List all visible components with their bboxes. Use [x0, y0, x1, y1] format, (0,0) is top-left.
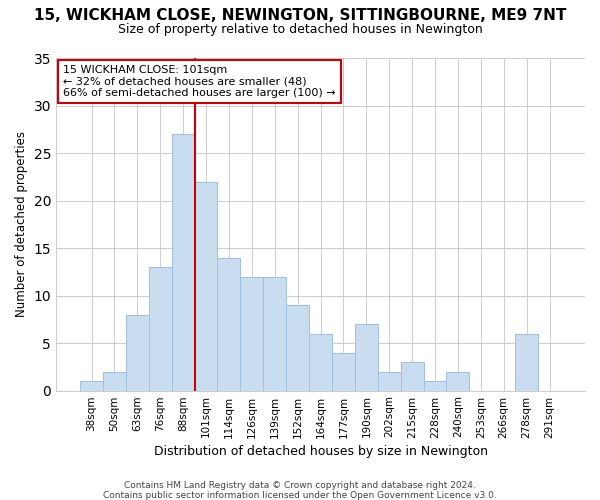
X-axis label: Distribution of detached houses by size in Newington: Distribution of detached houses by size … [154, 444, 488, 458]
Y-axis label: Number of detached properties: Number of detached properties [15, 132, 28, 318]
Bar [149, 267, 172, 390]
Bar [446, 372, 469, 390]
Bar [424, 381, 446, 390]
Bar [263, 276, 286, 390]
Text: 15, WICKHAM CLOSE, NEWINGTON, SITTINGBOURNE, ME9 7NT: 15, WICKHAM CLOSE, NEWINGTON, SITTINGBOU… [34, 8, 566, 22]
Text: Size of property relative to detached houses in Newington: Size of property relative to detached ho… [118, 22, 482, 36]
Bar [332, 352, 355, 391]
Bar [401, 362, 424, 390]
Text: Contains HM Land Registry data © Crown copyright and database right 2024.: Contains HM Land Registry data © Crown c… [124, 481, 476, 490]
Bar [241, 276, 263, 390]
Bar [80, 381, 103, 390]
Bar [309, 334, 332, 390]
Text: 15 WICKHAM CLOSE: 101sqm
← 32% of detached houses are smaller (48)
66% of semi-d: 15 WICKHAM CLOSE: 101sqm ← 32% of detach… [63, 64, 335, 98]
Bar [103, 372, 126, 390]
Bar [515, 334, 538, 390]
Bar [355, 324, 378, 390]
Bar [286, 305, 309, 390]
Bar [172, 134, 194, 390]
Text: Contains public sector information licensed under the Open Government Licence v3: Contains public sector information licen… [103, 491, 497, 500]
Bar [378, 372, 401, 390]
Bar [126, 314, 149, 390]
Bar [217, 258, 241, 390]
Bar [194, 182, 217, 390]
